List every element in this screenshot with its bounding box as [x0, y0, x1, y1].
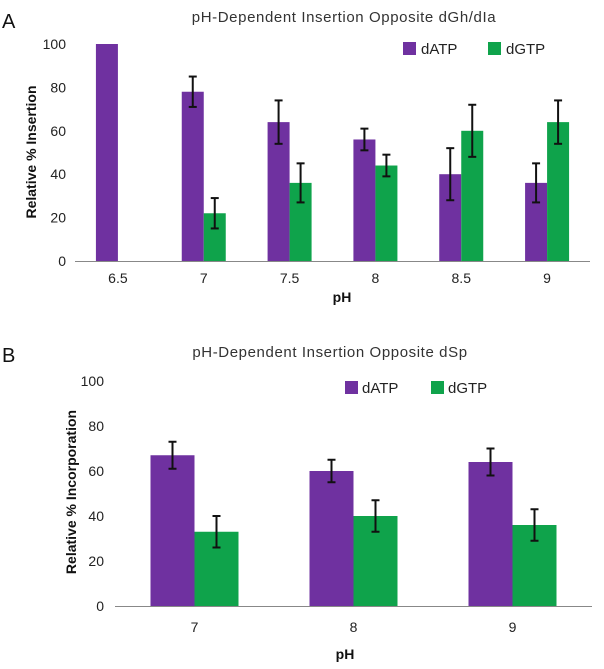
panel-a-legend-label-datp: dATP	[421, 41, 457, 58]
panel-b-bar-datp	[309, 471, 354, 606]
panel-a-x-tick-label: 9	[543, 270, 551, 286]
panel-a-bar-dgtp	[461, 130, 484, 261]
panel-b-y-tick-label: 40	[88, 508, 104, 524]
panel-b-bar-datp	[468, 462, 513, 606]
panel-a-legend-label-dgtp: dGTP	[506, 41, 545, 58]
panel-a-bar-dgtp	[375, 165, 398, 261]
panel-b-legend-label-datp: dATP	[362, 380, 398, 397]
panel-a-x-tick-label: 7.5	[280, 270, 300, 286]
panel-a-y-tick-label: 60	[50, 123, 66, 139]
panel-a-legend-swatch-datp	[403, 42, 416, 55]
panel-b-y-axis-title: Relative % Incorporation	[63, 410, 79, 574]
panel-a-bar-datp	[353, 139, 376, 261]
panel-a-x-tick-label: 7	[200, 270, 208, 286]
panel-a-y-tick-label: 100	[43, 36, 67, 52]
panel-a-bar-dgtp	[289, 182, 312, 261]
panel-a-x-tick-label: 6.5	[108, 270, 128, 286]
panel-a-y-tick-label: 0	[58, 253, 66, 269]
panel-a-y-tick-label: 20	[50, 210, 66, 226]
panel-b-x-tick-label: 9	[509, 619, 517, 635]
panel-b-legend: dATP dGTP	[345, 380, 487, 397]
panel-a-bar-datp	[267, 122, 290, 262]
panel-b-x-axis-title: pH	[336, 646, 355, 662]
panel-a-y-axis-title: Relative % Insertion	[23, 85, 39, 218]
panel-b-y-tick-label: 0	[96, 598, 104, 614]
panel-a-y-tick-label: 40	[50, 166, 66, 182]
panel-b: B pH-Dependent Insertion Opposite dSp Re…	[2, 344, 592, 662]
panel-b-x-tick-label: 8	[350, 619, 358, 635]
panel-b-y-tick-label: 60	[88, 463, 104, 479]
panel-a-bar-datp	[95, 44, 118, 261]
panel-b-y-tick-label: 80	[88, 418, 104, 434]
panel-a-bar-datp	[525, 182, 548, 261]
panel-a-label: A	[2, 11, 16, 33]
panel-b-title: pH-Dependent Insertion Opposite dSp	[192, 344, 467, 361]
panel-a-bar-datp	[439, 174, 462, 261]
panel-a-legend: dATP dGTP	[403, 41, 545, 58]
panel-b-legend-swatch-dgtp	[431, 381, 444, 394]
panel-a: A pH-Dependent Insertion Opposite dGh/dI…	[2, 9, 590, 305]
panel-b-legend-swatch-datp	[345, 381, 358, 394]
panel-a-bar-datp	[181, 91, 204, 262]
panel-b-plot: 0 20 40 60 80 100 7 8 9	[81, 373, 592, 635]
panel-a-bar-dgtp	[547, 122, 570, 262]
panel-a-y-tick-label: 80	[50, 79, 66, 95]
panel-a-bar-dgtp	[203, 213, 226, 261]
panel-b-bar-datp	[150, 455, 195, 606]
panel-b-legend-label-dgtp: dGTP	[448, 380, 487, 397]
panel-a-title: pH-Dependent Insertion Opposite dGh/dIa	[192, 9, 496, 26]
panel-a-legend-swatch-dgtp	[488, 42, 501, 55]
panel-b-y-tick-label: 20	[88, 553, 104, 569]
panel-a-plot: 0 20 40 60 80 100 6.5 7 7.5 8 8.5 9	[43, 36, 590, 286]
panel-b-label: B	[2, 345, 15, 367]
panel-a-x-tick-label: 8.5	[452, 270, 472, 286]
panel-b-y-tick-label: 100	[81, 373, 105, 389]
panel-a-x-tick-label: 8	[372, 270, 380, 286]
panel-b-x-tick-label: 7	[191, 619, 199, 635]
panel-a-x-axis-title: pH	[333, 289, 352, 305]
